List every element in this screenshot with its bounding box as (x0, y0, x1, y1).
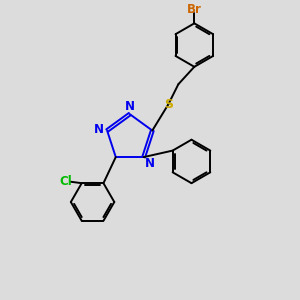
Text: N: N (125, 100, 135, 112)
Text: N: N (145, 157, 154, 170)
Text: Br: Br (187, 3, 202, 16)
Text: Cl: Cl (59, 175, 72, 188)
Text: N: N (94, 123, 104, 136)
Text: S: S (164, 98, 173, 111)
